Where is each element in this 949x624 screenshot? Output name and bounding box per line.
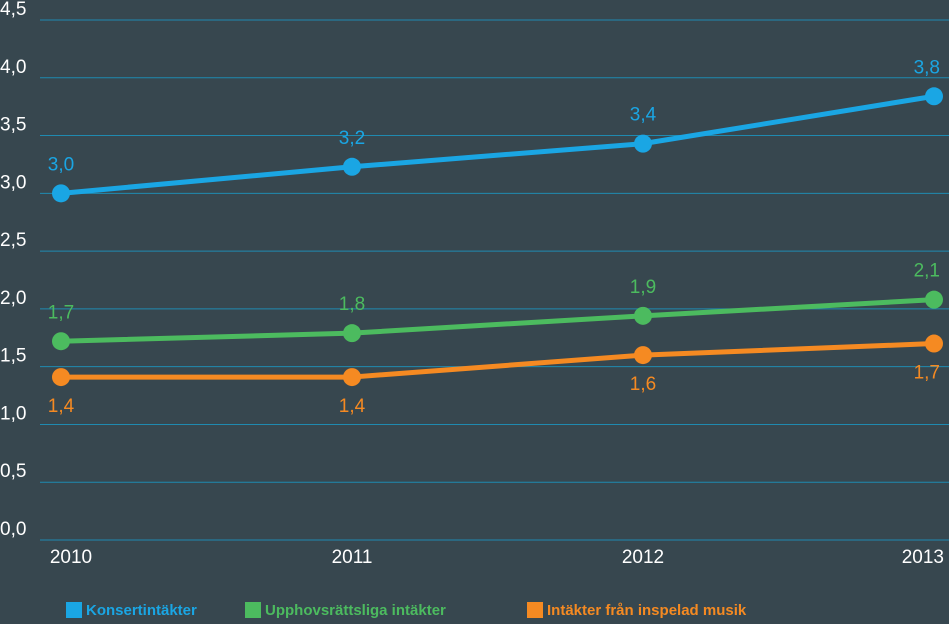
point xyxy=(52,332,70,351)
value-label: 1,7 xyxy=(48,302,74,323)
legend-swatch xyxy=(527,602,543,618)
y-tick-label: 0,5 xyxy=(0,461,26,482)
y-tick-label: 4,0 xyxy=(0,57,26,78)
value-label: 3,2 xyxy=(339,128,365,149)
x-tick-label: 2011 xyxy=(332,547,373,568)
series-line xyxy=(60,93,935,196)
point xyxy=(925,290,943,309)
x-tick-label: 2013 xyxy=(902,547,944,568)
value-label: 1,7 xyxy=(914,363,940,384)
legend-label: Intäkter från inspelad musik xyxy=(547,602,747,619)
value-label: 1,6 xyxy=(630,374,656,395)
y-tick-label: 4,5 xyxy=(0,0,26,20)
value-label: 1,4 xyxy=(48,396,75,417)
value-label: 3,8 xyxy=(914,57,940,78)
x-tick-label: 2012 xyxy=(622,547,664,568)
legend-label: Upphovsrättsliga intäkter xyxy=(265,602,446,619)
y-tick-label: 0,0 xyxy=(0,519,26,540)
series-line xyxy=(61,341,935,380)
point xyxy=(52,184,70,203)
series-line xyxy=(60,297,935,344)
y-tick-label: 1,0 xyxy=(0,403,26,424)
legend-label: Konsertintäkter xyxy=(86,602,197,619)
point xyxy=(925,87,943,106)
point xyxy=(343,324,361,343)
y-tick-label: 1,5 xyxy=(0,346,26,367)
x-tick-label: 2010 xyxy=(50,547,92,568)
value-label: 2,1 xyxy=(914,261,940,282)
point xyxy=(634,306,652,325)
value-label: 1,8 xyxy=(339,294,365,315)
value-label: 3,4 xyxy=(630,105,657,126)
y-tick-label: 3,0 xyxy=(0,172,26,193)
point xyxy=(634,346,652,365)
value-label: 1,9 xyxy=(630,277,656,298)
point xyxy=(925,334,943,353)
legend-swatch xyxy=(66,602,82,618)
value-label: 3,0 xyxy=(48,154,74,175)
point xyxy=(343,157,361,176)
point xyxy=(634,134,652,153)
value-label: 1,4 xyxy=(339,396,366,417)
legend-swatch xyxy=(245,602,261,618)
y-tick-label: 2,5 xyxy=(0,230,26,251)
y-tick-label: 2,0 xyxy=(0,288,26,309)
point xyxy=(343,368,361,387)
y-tick-label: 3,5 xyxy=(0,115,26,136)
point xyxy=(52,368,70,387)
